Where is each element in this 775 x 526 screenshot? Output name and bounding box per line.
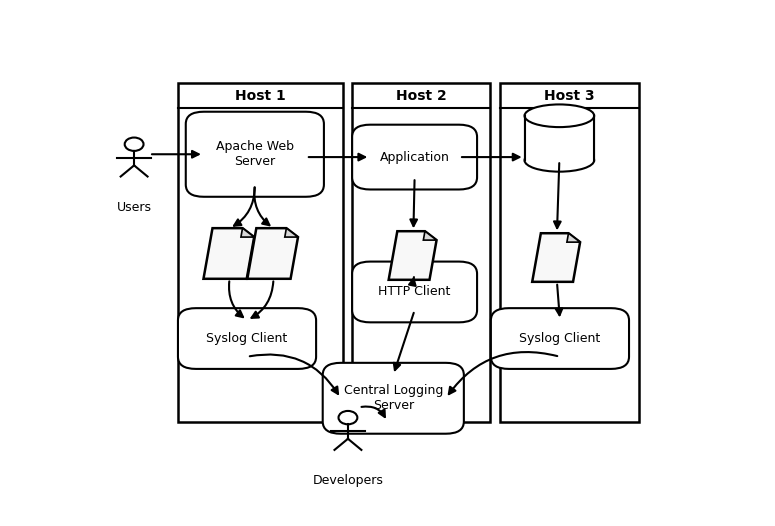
Polygon shape [241,228,254,237]
FancyBboxPatch shape [352,261,477,322]
Polygon shape [532,233,580,282]
Ellipse shape [525,105,594,127]
Polygon shape [247,228,298,279]
FancyBboxPatch shape [178,308,316,369]
Text: Host 2: Host 2 [396,89,446,103]
Ellipse shape [525,149,594,171]
Text: HTTP Client: HTTP Client [378,286,451,298]
Text: Syslog Client: Syslog Client [206,332,288,345]
Polygon shape [423,231,436,240]
Text: Central Logging
Server: Central Logging Server [343,385,443,412]
FancyBboxPatch shape [322,363,464,434]
FancyBboxPatch shape [352,125,477,189]
Text: Users: Users [116,201,152,214]
Bar [352,84,491,421]
Text: Host 3: Host 3 [544,89,595,103]
Bar [178,84,343,421]
Text: Application: Application [380,150,450,164]
Text: Syslog Client: Syslog Client [519,332,601,345]
Polygon shape [388,231,436,280]
Text: Apache Web
Server: Apache Web Server [216,140,294,168]
Bar [501,84,639,421]
Text: Host 1: Host 1 [235,89,286,103]
Polygon shape [284,228,298,237]
FancyBboxPatch shape [186,112,324,197]
Polygon shape [567,233,580,242]
Text: Developers: Developers [312,474,384,487]
Bar [525,116,594,160]
FancyBboxPatch shape [491,308,629,369]
Polygon shape [204,228,254,279]
